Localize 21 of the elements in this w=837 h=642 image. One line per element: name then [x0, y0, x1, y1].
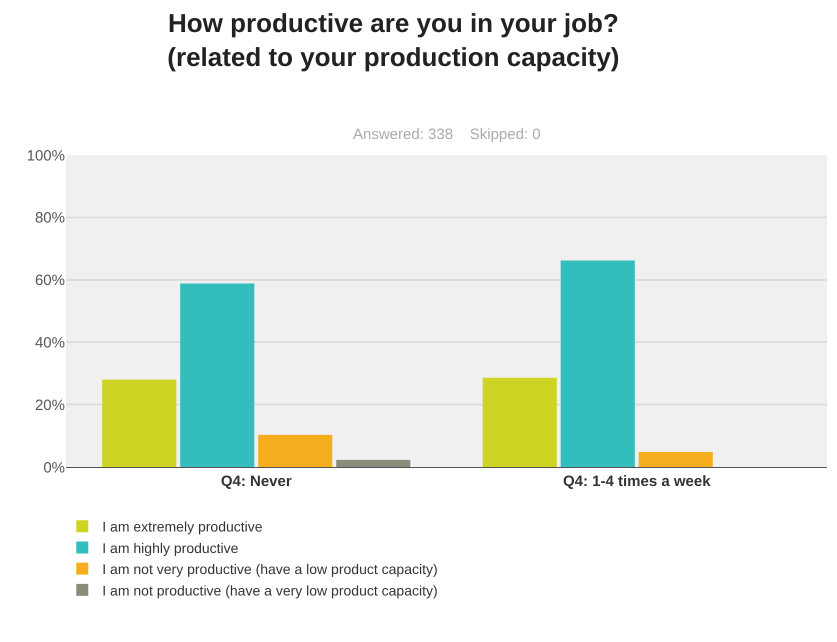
legend-label: I am not productive (have a very low product capacity) — [102, 582, 438, 598]
y-tick-label: 0% — [43, 459, 65, 476]
bar — [638, 452, 713, 467]
legend-label: I am extremely productive — [102, 518, 263, 535]
x-tick-label: Q4: Never — [220, 473, 292, 490]
bar — [258, 434, 332, 467]
bar — [180, 284, 254, 467]
chart-subtitle: Answered: 338 Skipped: 0 — [353, 126, 541, 143]
y-tick-label: 100% — [26, 147, 65, 164]
y-tick-label: 80% — [34, 210, 65, 227]
y-tick-label: 60% — [34, 272, 65, 290]
x-tick-label: Q4: 1-4 times a week — [562, 473, 712, 490]
y-tick-label: 40% — [34, 334, 65, 352]
y-tick-label: 20% — [34, 396, 65, 414]
legend-label: I am highly productive — [102, 540, 239, 556]
bar — [482, 378, 557, 467]
bar — [102, 380, 176, 467]
legend-label: I am not very productive (have a low product capacity) — [102, 561, 438, 578]
chart-title: How productive are you in your job? (related to your production capacity) — [167, 8, 620, 72]
bar — [336, 460, 410, 467]
bar — [560, 260, 635, 467]
